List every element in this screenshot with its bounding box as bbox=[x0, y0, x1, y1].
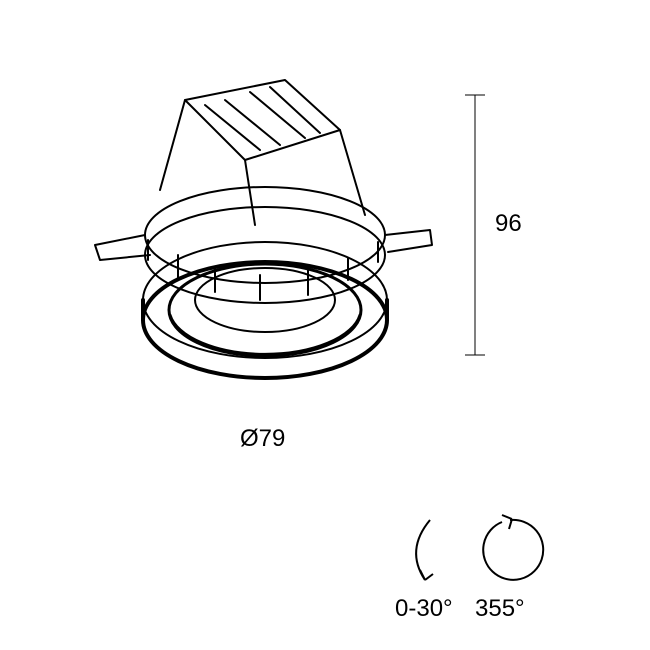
product-drawing bbox=[0, 0, 650, 650]
rotate-label: 355° bbox=[475, 595, 525, 623]
height-label: 96 bbox=[495, 210, 522, 238]
diagram-canvas: Ø79 96 0-30° 355° bbox=[0, 0, 650, 650]
diameter-label: Ø79 bbox=[240, 425, 285, 453]
tilt-label: 0-30° bbox=[395, 595, 453, 623]
